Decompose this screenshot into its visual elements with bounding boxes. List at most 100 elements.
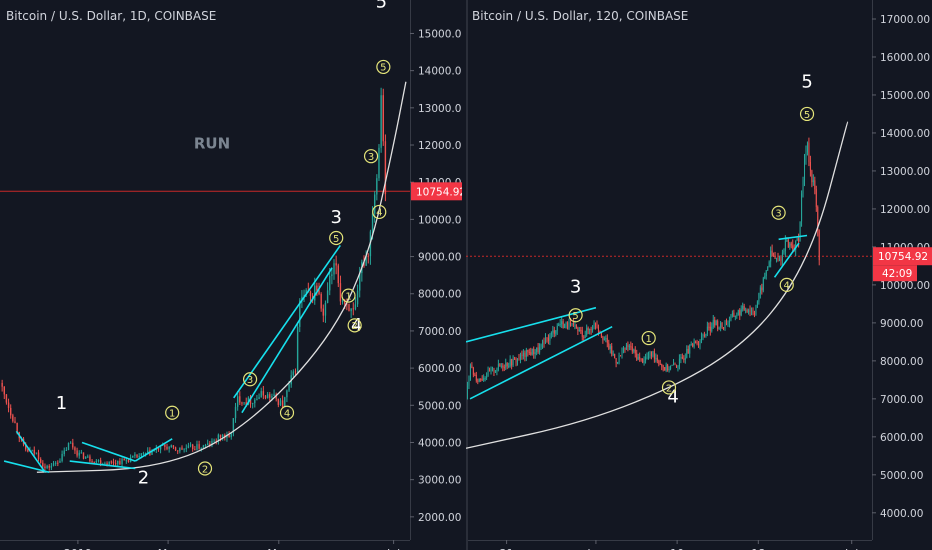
chart-panel-daily[interactable]: 2000.00 3000.00 4000.00 5000.00 6000.00 7000.…: [0, 0, 462, 550]
candle-body: [42, 462, 44, 467]
candle-body: [708, 326, 710, 328]
chart-panel-120[interactable]: 4000.00 5000.00 6000.00 7000.00 8000.00 9000.…: [466, 0, 932, 550]
wave-circle: [372, 204, 387, 220]
y-tick-label: 10000.00: [418, 214, 462, 226]
candle-body: [773, 255, 775, 257]
candle-body: [475, 375, 477, 381]
candle-body: [84, 456, 87, 459]
candle-body: [547, 337, 549, 341]
y-tick-label: 2000.00: [418, 512, 461, 524]
candle-body: [279, 400, 282, 405]
candle-body: [329, 276, 331, 291]
candle-body: [777, 258, 779, 261]
candle-body: [380, 95, 382, 148]
candle-body: [106, 463, 108, 466]
candle-body: [680, 357, 682, 359]
candle-body: [254, 399, 256, 404]
y-tick-label: 9000.00: [418, 252, 461, 264]
candle-body: [296, 326, 299, 372]
candle-body: [232, 418, 235, 433]
y-tick-label: 6000.00: [880, 432, 923, 444]
y-tick-label: 4000.00: [418, 437, 461, 449]
candle-body: [138, 455, 140, 458]
candle-body: [87, 456, 89, 458]
candle-body: [567, 322, 569, 329]
candle-body: [514, 358, 516, 360]
candle-body: [752, 310, 754, 313]
candle-body: [711, 326, 713, 331]
support-curve: [466, 121, 849, 449]
candle-body: [95, 460, 98, 463]
candle-body: [151, 451, 153, 455]
candle-body: [299, 300, 301, 327]
candle-body: [226, 434, 228, 438]
candle-body: [742, 305, 744, 310]
candle-body: [627, 345, 629, 347]
candle-body: [316, 285, 318, 291]
candle-body: [266, 394, 269, 399]
candle-body: [492, 368, 494, 370]
candle-body: [509, 359, 511, 366]
candle-body: [50, 465, 53, 468]
chart-daily-svg[interactable]: 2000.00 3000.00 4000.00 5000.00 6000.00 7000.…: [0, 0, 462, 550]
candle-body: [123, 458, 125, 461]
trendline: [3, 460, 50, 474]
candle-body: [544, 337, 546, 343]
candle-body: [602, 336, 604, 340]
candle-body: [564, 323, 566, 329]
candle-body: [7, 402, 10, 408]
candle-body: [78, 452, 80, 456]
chart-title: Bitcoin / U.S. Dollar, 1D, COINBASE: [6, 9, 217, 23]
candle-body: [196, 444, 198, 450]
candle-body: [117, 461, 119, 464]
candle-body: [774, 256, 776, 259]
candle-body: [650, 351, 652, 357]
y-tick-label: 8000.00: [418, 289, 461, 301]
candle-body: [125, 460, 128, 462]
candle-body: [572, 323, 574, 325]
candle-body: [468, 379, 470, 386]
candle-body: [715, 321, 717, 326]
candle-body: [140, 453, 143, 456]
candle-body: [202, 445, 205, 448]
candle-body: [54, 462, 57, 464]
countdown-label: 42:09: [882, 268, 912, 280]
wave-label-minor: 1: [169, 409, 175, 420]
candle-body: [714, 319, 716, 326]
chart-120-svg[interactable]: 4000.00 5000.00 6000.00 7000.00 8000.00 9000.…: [466, 0, 932, 550]
candle-body: [583, 336, 585, 338]
candle-body: [72, 442, 74, 448]
candle-body: [159, 444, 162, 450]
trendline: [773, 242, 800, 278]
price-tag: [411, 182, 462, 201]
candle-body: [767, 266, 769, 271]
candle-body: [770, 250, 772, 262]
candle-body: [48, 465, 50, 468]
candle-body: [636, 353, 638, 360]
wave-circle: [641, 330, 656, 346]
candle-body: [570, 321, 572, 325]
candle-body: [606, 338, 608, 343]
wave-circle: [779, 277, 794, 292]
candle-body: [762, 278, 764, 291]
chart-background: [0, 0, 462, 550]
candle-body: [702, 335, 704, 337]
chart-title: Bitcoin / U.S. Dollar, 120, COINBASE: [472, 9, 689, 23]
candle-body: [472, 367, 474, 375]
candle-body: [314, 285, 316, 301]
wave-circle: [341, 288, 356, 303]
candle-body: [718, 327, 720, 329]
y-tick-label: 7000.00: [880, 394, 923, 406]
candle-body: [814, 180, 816, 190]
candle-body: [144, 453, 147, 455]
candle-body: [734, 316, 736, 318]
candle-body: [288, 384, 290, 391]
trendline: [81, 441, 136, 462]
candle-body: [645, 357, 647, 361]
candle-body: [540, 344, 542, 348]
wave-label-major: 5: [801, 71, 812, 92]
candle-body: [709, 326, 711, 331]
candle-body: [63, 450, 65, 454]
candle-body: [187, 445, 190, 449]
candle-body: [662, 366, 664, 368]
